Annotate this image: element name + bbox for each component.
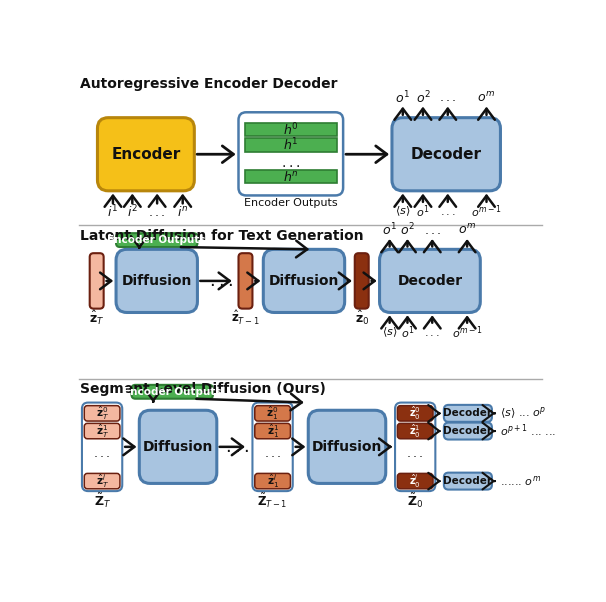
- Text: $o^2$: $o^2$: [416, 89, 430, 106]
- FancyBboxPatch shape: [84, 423, 120, 439]
- Text: $...$: $...$: [93, 447, 111, 460]
- Text: $\hat{\mathbf{z}}^j_1$: $\hat{\mathbf{z}}^j_1$: [267, 472, 279, 490]
- FancyBboxPatch shape: [444, 405, 492, 422]
- Text: $...$: $...$: [407, 447, 424, 460]
- Text: Segment Level Diffusion (Ours): Segment Level Diffusion (Ours): [79, 382, 325, 396]
- Text: $\hat{\mathbf{z}}^0_T$: $\hat{\mathbf{z}}^0_T$: [96, 405, 108, 422]
- Text: $o^m$: $o^m$: [478, 91, 496, 105]
- Text: $\hat{\mathbf{z}}^1_0$: $\hat{\mathbf{z}}^1_0$: [410, 423, 421, 439]
- Text: $\hat{\mathbf{z}}^1_T$: $\hat{\mathbf{z}}^1_T$: [96, 423, 108, 439]
- Text: Diffusion: Diffusion: [122, 274, 192, 288]
- FancyBboxPatch shape: [398, 406, 433, 421]
- FancyBboxPatch shape: [82, 403, 122, 491]
- FancyBboxPatch shape: [255, 473, 290, 489]
- Text: $o^2$: $o^2$: [400, 222, 415, 238]
- Text: $h^0$: $h^0$: [283, 122, 299, 138]
- FancyBboxPatch shape: [116, 249, 198, 312]
- Text: $...$: $...$: [424, 223, 441, 237]
- FancyBboxPatch shape: [398, 473, 433, 489]
- Text: $\hat{\mathbf{z}}^1_1$: $\hat{\mathbf{z}}^1_1$: [267, 423, 279, 439]
- FancyBboxPatch shape: [395, 403, 435, 491]
- FancyBboxPatch shape: [444, 423, 492, 439]
- Text: $o^{m-1}$: $o^{m-1}$: [452, 324, 482, 341]
- Text: Encoder Outputs: Encoder Outputs: [244, 198, 338, 208]
- Text: $\langle s \rangle$: $\langle s \rangle$: [395, 205, 410, 219]
- Text: Decoder: Decoder: [398, 274, 462, 288]
- FancyBboxPatch shape: [98, 117, 195, 191]
- Text: $\hat{\mathbf{z}}^j_T$: $\hat{\mathbf{z}}^j_T$: [96, 472, 108, 490]
- Text: ...... $o^m$: ...... $o^m$: [500, 474, 541, 488]
- FancyBboxPatch shape: [308, 411, 386, 483]
- FancyBboxPatch shape: [355, 253, 368, 309]
- FancyBboxPatch shape: [132, 385, 213, 399]
- Text: Diffusion: Diffusion: [269, 274, 339, 288]
- Text: $\tilde{\mathbf{Z}}_{T-1}$: $\tilde{\mathbf{Z}}_{T-1}$: [258, 492, 288, 510]
- Text: $o^1$: $o^1$: [416, 203, 430, 220]
- Text: $...$: $...$: [209, 272, 233, 290]
- Text: $\hat{\mathbf{z}}_T$: $\hat{\mathbf{z}}_T$: [89, 309, 104, 327]
- Text: Encoder Outputs: Encoder Outputs: [122, 387, 221, 397]
- FancyBboxPatch shape: [255, 406, 290, 421]
- Text: Decoder: Decoder: [444, 476, 493, 486]
- Text: Diffusion: Diffusion: [312, 440, 382, 454]
- Text: $\hat{\mathbf{z}}_{T-1}$: $\hat{\mathbf{z}}_{T-1}$: [231, 309, 260, 327]
- Text: $i^1$: $i^1$: [107, 204, 119, 221]
- FancyBboxPatch shape: [398, 423, 433, 439]
- Text: Encoder: Encoder: [112, 147, 181, 162]
- FancyBboxPatch shape: [239, 253, 253, 309]
- Text: Decoder: Decoder: [411, 147, 482, 162]
- Text: Diffusion: Diffusion: [143, 440, 213, 454]
- Text: $o^1$: $o^1$: [382, 222, 397, 238]
- Text: $i^n$: $i^n$: [177, 205, 188, 219]
- Text: $o^{m-1}$: $o^{m-1}$: [471, 203, 502, 220]
- Text: $...$: $...$: [440, 206, 456, 217]
- Text: $\tilde{\mathbf{Z}}_T$: $\tilde{\mathbf{Z}}_T$: [93, 492, 111, 510]
- Text: $h^1$: $h^1$: [283, 137, 299, 154]
- FancyBboxPatch shape: [90, 253, 104, 309]
- Text: $...$: $...$: [264, 447, 281, 460]
- FancyBboxPatch shape: [116, 233, 198, 247]
- FancyBboxPatch shape: [139, 411, 217, 483]
- Text: Autoregressive Encoder Decoder: Autoregressive Encoder Decoder: [79, 77, 337, 91]
- FancyBboxPatch shape: [253, 403, 293, 491]
- FancyBboxPatch shape: [444, 473, 492, 489]
- Text: $i^2$: $i^2$: [127, 204, 138, 221]
- Text: $o^m$: $o^m$: [458, 223, 476, 237]
- Text: $\hat{\mathbf{z}}_0$: $\hat{\mathbf{z}}_0$: [355, 309, 369, 327]
- Text: Latent Diffusion for Text Generation: Latent Diffusion for Text Generation: [79, 229, 363, 243]
- Text: $\langle s \rangle$ ... $o^p$: $\langle s \rangle$ ... $o^p$: [500, 406, 545, 421]
- Text: $...$: $...$: [225, 438, 249, 456]
- Bar: [245, 123, 337, 136]
- Text: $...$: $...$: [281, 156, 301, 170]
- Text: $...$: $...$: [148, 206, 166, 219]
- Text: Encoder Outputs: Encoder Outputs: [107, 235, 205, 245]
- Text: $\hat{\mathbf{z}}^j_0$: $\hat{\mathbf{z}}^j_0$: [410, 472, 421, 490]
- FancyBboxPatch shape: [263, 249, 345, 312]
- FancyBboxPatch shape: [379, 249, 481, 312]
- Text: $\hat{\mathbf{z}}^0_1$: $\hat{\mathbf{z}}^0_1$: [267, 405, 279, 422]
- Text: $\tilde{\mathbf{Z}}_0$: $\tilde{\mathbf{Z}}_0$: [407, 492, 424, 510]
- Text: $o^{p+1}$ ... ...: $o^{p+1}$ ... ...: [500, 423, 556, 439]
- FancyBboxPatch shape: [392, 117, 501, 191]
- Text: Decoder: Decoder: [444, 426, 493, 436]
- Text: $\hat{\mathbf{z}}^0_0$: $\hat{\mathbf{z}}^0_0$: [410, 405, 421, 422]
- FancyBboxPatch shape: [84, 473, 120, 489]
- Text: $h^n$: $h^n$: [283, 170, 299, 184]
- Text: $...$: $...$: [424, 327, 440, 338]
- Text: $...$: $...$: [439, 91, 456, 104]
- Text: Decoder: Decoder: [444, 408, 493, 418]
- FancyBboxPatch shape: [84, 406, 120, 421]
- Bar: [245, 138, 337, 152]
- Text: $o^1$: $o^1$: [395, 89, 410, 106]
- FancyBboxPatch shape: [239, 113, 343, 196]
- Bar: [245, 170, 337, 183]
- FancyBboxPatch shape: [255, 423, 290, 439]
- Text: $o^1$: $o^1$: [401, 324, 415, 341]
- Text: $\langle s \rangle$: $\langle s \rangle$: [382, 326, 398, 340]
